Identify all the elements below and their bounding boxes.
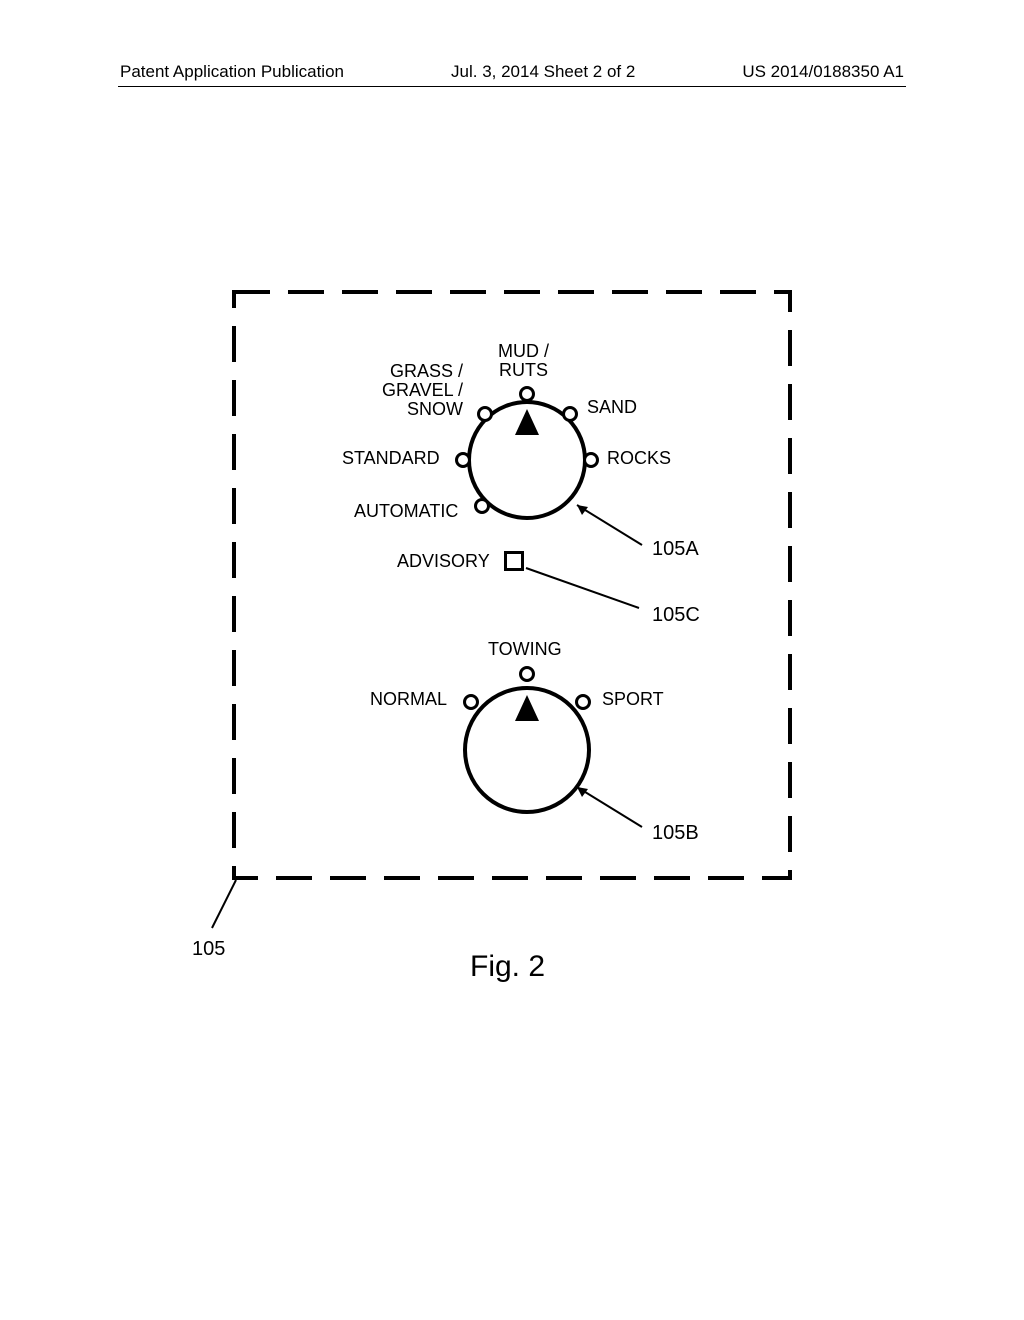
figure-caption: Fig. 2	[470, 950, 545, 984]
figure-area: MUD / RUTS SAND ROCKS GRASS / GRAVEL / S…	[202, 290, 822, 970]
header-center: Jul. 3, 2014 Sheet 2 of 2	[451, 62, 635, 82]
header-rule	[118, 86, 906, 87]
advisory-checkbox[interactable]	[504, 551, 524, 571]
terrain-pos-sand	[562, 406, 578, 422]
terrain-dial-pointer-icon	[515, 409, 539, 435]
ref-105: 105	[192, 938, 225, 961]
leader-105c	[524, 566, 654, 616]
page-root: Patent Application Publication Jul. 3, 2…	[0, 0, 1024, 1320]
leader-105	[204, 878, 254, 938]
header-left: Patent Application Publication	[120, 62, 344, 82]
terrain-pos-mud-ruts	[519, 386, 535, 402]
header-right: US 2014/0188350 A1	[742, 62, 904, 82]
leader-105b	[572, 782, 662, 832]
drive-pos-towing	[519, 666, 535, 682]
label-normal: NORMAL	[370, 690, 447, 709]
label-advisory: ADVISORY	[397, 552, 490, 571]
terrain-pos-standard	[455, 452, 471, 468]
label-sport: SPORT	[602, 690, 664, 709]
label-grass-gravel-snow: GRASS / GRAVEL / SNOW	[382, 362, 463, 419]
patent-header: Patent Application Publication Jul. 3, 2…	[0, 62, 1024, 82]
drive-pos-sport	[575, 694, 591, 710]
leader-105a	[572, 500, 662, 550]
drive-mode-dial-pointer-icon	[515, 695, 539, 721]
label-standard: STANDARD	[342, 449, 440, 468]
ref-105b: 105B	[652, 822, 699, 845]
terrain-pos-grass	[477, 406, 493, 422]
label-automatic: AUTOMATIC	[354, 502, 458, 521]
ref-105a: 105A	[652, 538, 699, 561]
terrain-pos-automatic	[474, 498, 490, 514]
drive-pos-normal	[463, 694, 479, 710]
label-sand: SAND	[587, 398, 637, 417]
terrain-pos-rocks	[583, 452, 599, 468]
ref-105c: 105C	[652, 604, 700, 627]
label-rocks: ROCKS	[607, 449, 671, 468]
label-mud-ruts: MUD / RUTS	[498, 342, 549, 380]
label-towing: TOWING	[488, 640, 562, 659]
